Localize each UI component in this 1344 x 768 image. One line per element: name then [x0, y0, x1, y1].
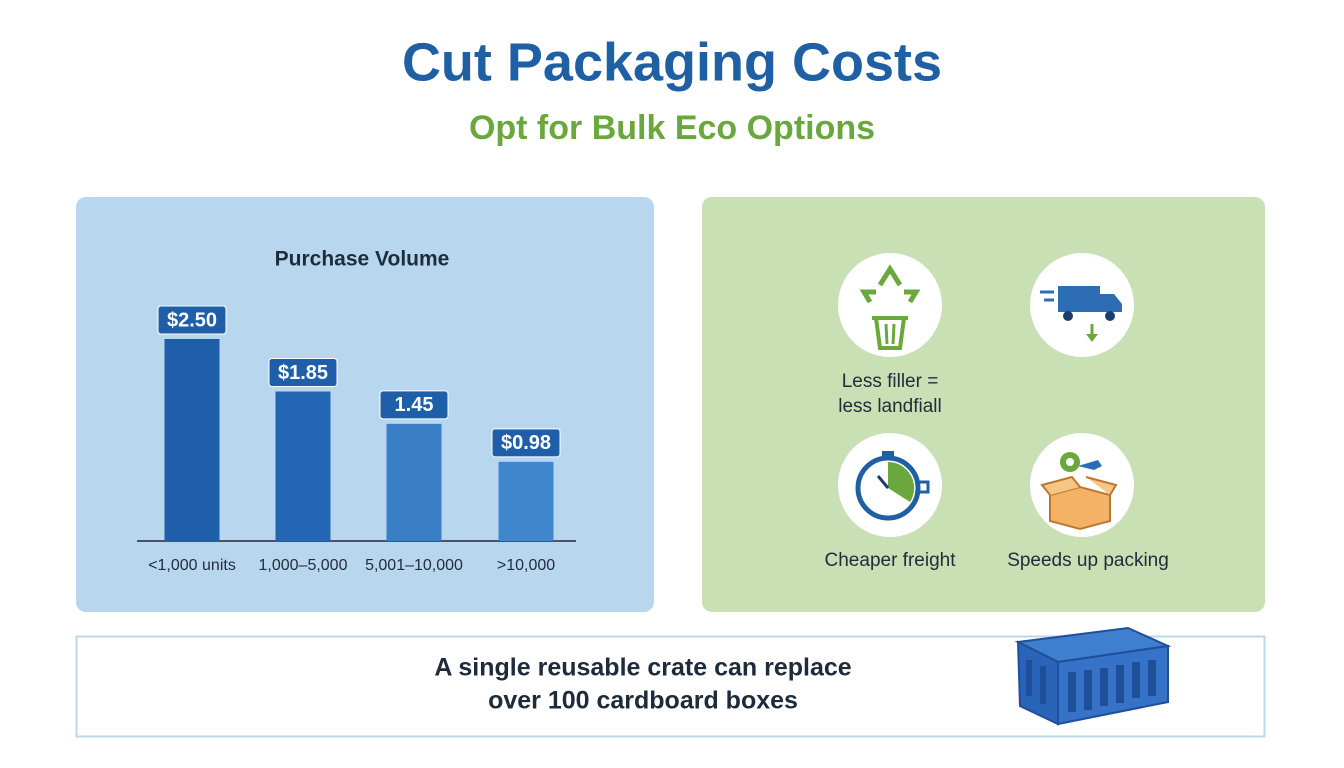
stopwatch-icon — [838, 433, 942, 537]
value-label-box — [268, 358, 338, 388]
benefits-panel — [702, 197, 1265, 612]
benefit-labels: Less filler = less landfiall Cheaper freig… — [825, 371, 1169, 571]
benefit-label: less landfiall — [838, 396, 942, 417]
value-label-box — [379, 390, 449, 420]
bar — [164, 339, 220, 541]
box-tape-icon — [1030, 433, 1134, 537]
crate-icon — [1014, 626, 1172, 726]
benefit-label: Speeds up packing — [1007, 550, 1169, 571]
truck-icon — [1030, 253, 1134, 357]
benefit-label: Cheaper freight — [825, 550, 957, 571]
value-label: $2.50 — [167, 309, 217, 331]
bar — [498, 461, 554, 541]
bar — [275, 391, 331, 541]
x-tick-label: 1,000–5,000 — [259, 557, 348, 574]
footer-line: A single reusable crate can replace — [434, 654, 851, 682]
x-tick-label: <1,000 units — [148, 557, 236, 574]
recycle-icon — [838, 253, 942, 357]
x-tick-label: >10,000 — [497, 557, 555, 574]
benefit-label: Less filler = — [842, 371, 939, 392]
title: Cut Packaging Costs — [402, 32, 942, 92]
value-label: 1.45 — [395, 394, 434, 416]
bar-chart: $2.50 <1,000 units $1.85 1,000–5,000 1.45 5,0… — [137, 305, 576, 574]
value-label-box — [491, 428, 561, 458]
footer-line: over 100 cardboard boxes — [488, 687, 798, 715]
bar — [386, 423, 442, 541]
chart-title: Purchase Volume — [275, 248, 450, 271]
value-label-box — [157, 305, 227, 335]
value-label: $1.85 — [278, 362, 328, 384]
x-tick-label: 5,001–10,000 — [365, 557, 463, 574]
value-label: $0.98 — [501, 432, 551, 454]
footer-text: A single reusable crate can replace over … — [434, 654, 851, 715]
subtitle: Opt for Bulk Eco Options — [469, 109, 875, 147]
